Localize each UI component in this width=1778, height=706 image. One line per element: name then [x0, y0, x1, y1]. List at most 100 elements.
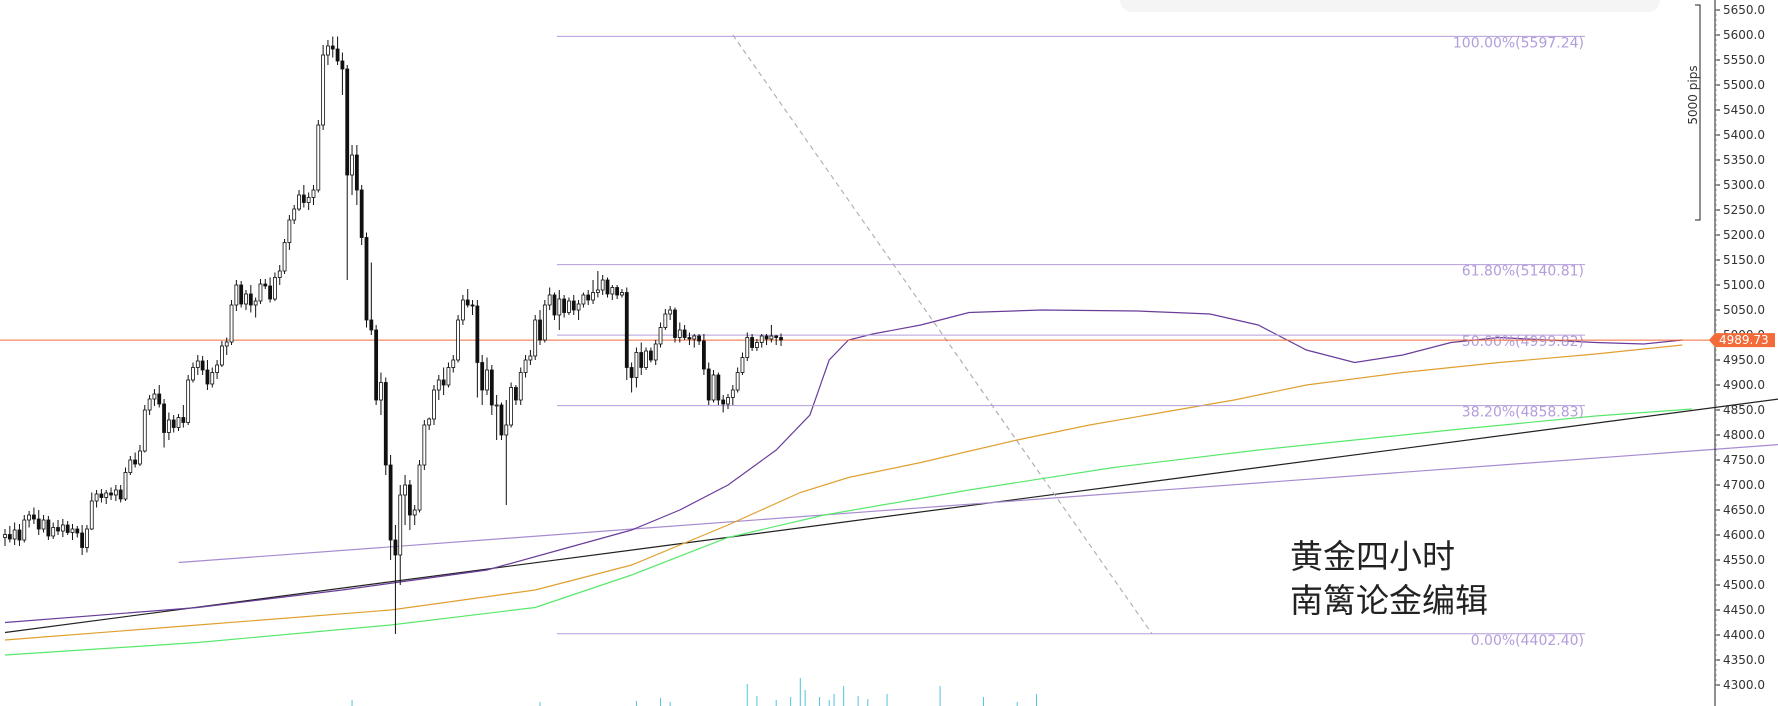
candle-body: [224, 341, 229, 347]
candle-body: [65, 524, 70, 533]
candle-body: [388, 464, 393, 541]
candle-body: [673, 309, 677, 338]
candle-body: [422, 424, 427, 466]
candle-body: [89, 500, 94, 530]
price-tick-label: 4400.0: [1723, 628, 1765, 642]
candle-body: [239, 284, 244, 305]
trend-line: [178, 444, 1778, 564]
price-tick-label: 5200.0: [1723, 228, 1765, 242]
candle-body: [692, 335, 697, 340]
candle-body: [36, 518, 41, 530]
candle-body: [195, 360, 200, 368]
fib-level-label: 38.20%(4858.83): [1462, 405, 1584, 421]
price-tick-label: 4350.0: [1723, 653, 1765, 667]
candle-body: [330, 45, 335, 50]
candle-body: [186, 379, 191, 423]
candle-body: [620, 292, 624, 296]
price-tick-label: 4600.0: [1723, 528, 1765, 542]
candle-body: [605, 279, 610, 295]
candle-body: [639, 352, 644, 368]
price-tick-label: 4550.0: [1723, 553, 1765, 567]
candle-body: [711, 374, 716, 401]
candle-body: [759, 335, 764, 343]
candle-body: [210, 372, 215, 385]
candle-body: [41, 519, 46, 530]
candle-body: [200, 360, 205, 371]
candle-body: [104, 492, 109, 498]
candle-body: [528, 355, 533, 361]
candle-body: [219, 345, 224, 366]
candle-body: [354, 154, 359, 191]
candle-body: [22, 519, 27, 541]
candle-body: [716, 374, 721, 401]
chart-annotation: 黄金四小时 南篱论金编辑: [1290, 537, 1488, 620]
candle-body: [229, 304, 234, 343]
candle-body: [547, 294, 552, 306]
candle-body: [624, 292, 629, 368]
candle-body: [138, 450, 142, 465]
candle-body: [668, 309, 673, 315]
candles-layer: [3, 36, 783, 634]
candle-body: [374, 329, 379, 401]
candle-body: [562, 298, 567, 313]
price-axis[interactable]: 5650.0 5600.0 5550.0 5500.0 5450.0 5400.0 5350…: [1686, 0, 1765, 706]
price-tick-label: 5400.0: [1723, 128, 1765, 142]
candle-body: [653, 343, 658, 361]
candle-body: [152, 393, 157, 400]
candle-body: [571, 300, 576, 311]
candle-body: [726, 397, 730, 405]
candle-body: [514, 387, 518, 401]
candle-body: [702, 340, 706, 370]
price-tick-label: 5650.0: [1723, 3, 1765, 17]
candle-body: [301, 194, 306, 203]
candle-body: [567, 300, 571, 313]
candle-body: [393, 539, 398, 556]
candle-body: [446, 367, 451, 386]
candle-body: [480, 362, 485, 391]
candle-body: [610, 287, 615, 295]
candle-body: [706, 368, 711, 401]
candle-body: [94, 493, 99, 502]
candle-body: [268, 285, 273, 300]
candle-body: [205, 369, 210, 385]
candle-body: [306, 197, 311, 203]
candle-body: [51, 527, 56, 537]
moving-average-line: [4, 344, 1683, 641]
fib-level-label: 50.00%(4999.82): [1462, 334, 1584, 350]
candle-body: [123, 472, 128, 500]
candle-body: [326, 45, 330, 56]
price-tick-label: 4800.0: [1723, 428, 1765, 442]
candle-body: [407, 484, 412, 516]
candle-body: [244, 293, 248, 305]
candle-body: [470, 304, 475, 307]
current-price-tag-layer: 4989.73: [1709, 333, 1775, 348]
candle-body: [509, 387, 514, 426]
candle-body: [56, 527, 60, 532]
candle-body: [557, 298, 562, 316]
candle-body: [460, 299, 465, 321]
candle-body: [779, 337, 783, 341]
candle-body: [595, 289, 600, 293]
price-tick-label: 4700.0: [1723, 478, 1765, 492]
price-tick-label: 5450.0: [1723, 103, 1765, 117]
candle-body: [697, 335, 701, 342]
candle-body: [118, 489, 123, 500]
candle-body: [75, 528, 80, 534]
candle-body: [359, 189, 364, 238]
top-overlay-bar: [1120, 0, 1660, 12]
candle-body: [311, 189, 316, 198]
candle-body: [489, 369, 494, 406]
candle-body: [644, 350, 648, 368]
candle-body: [658, 327, 663, 345]
candle-body: [113, 489, 118, 496]
candle-body: [764, 335, 769, 340]
price-tick-label: 5550.0: [1723, 53, 1765, 67]
candle-body: [523, 359, 528, 373]
candle-body: [7, 534, 12, 540]
candle-body: [147, 398, 152, 411]
candle-body: [398, 494, 403, 556]
candle-body: [504, 424, 509, 436]
candle-body: [80, 532, 85, 548]
candle-body: [721, 399, 726, 405]
pips-range-bracket: [1695, 4, 1701, 221]
